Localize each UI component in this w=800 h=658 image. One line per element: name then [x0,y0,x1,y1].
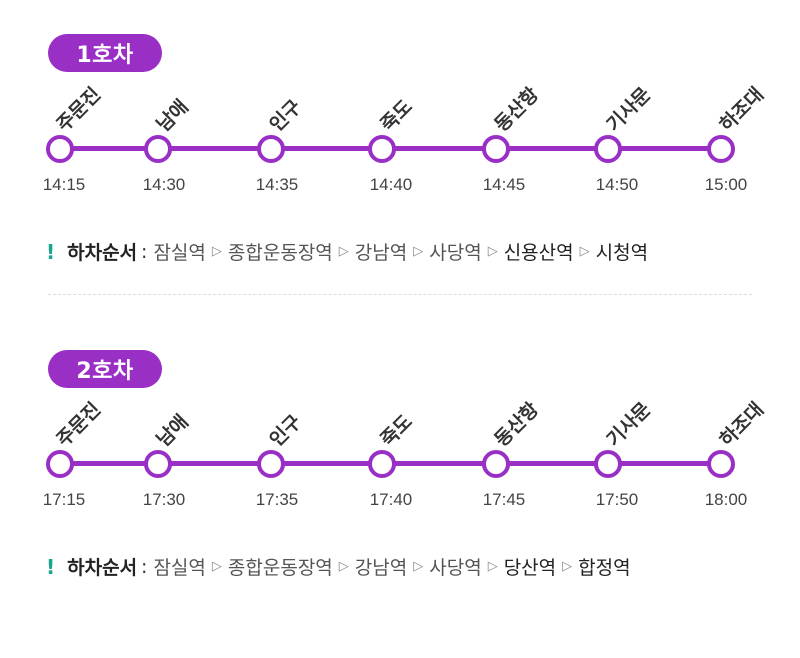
dropoff-colon: : [141,240,148,263]
car-2-stop-marker[interactable] [46,450,74,478]
car-1-stop-time: 14:40 [369,175,413,194]
car-2-stop-time: 17:40 [369,490,413,509]
car-1-stop-marker[interactable] [482,135,510,163]
section-divider [48,294,752,295]
exclamation-icon: ! [46,239,56,264]
car-2-stop-marker[interactable] [707,450,735,478]
triangle-right-icon: ▷ [413,559,424,574]
dropoff-station: 신용산역 [503,242,574,264]
car-1-stop-name: 동산항 [490,83,544,136]
car-1-stop-time: 14:50 [595,175,639,194]
car-2-stop-time: 17:50 [595,490,639,509]
dropoff-station: 잠실역 [153,242,206,264]
triangle-right-icon: ▷ [579,244,590,259]
dropoff-station: 합정역 [578,557,631,579]
car-2-stop-marker[interactable] [368,450,396,478]
dropoff-colon: : [141,555,148,578]
car-2-stop-time: 17:45 [482,490,526,509]
dropoff-station: 사당역 [429,557,482,579]
car-1-badge: 1호차 [48,34,162,72]
car-2-stop-time: 18:00 [704,490,748,509]
car-2-stop-time: 17:30 [142,490,186,509]
triangle-right-icon: ▷ [338,244,349,259]
car-1-stop-time: 14:15 [42,175,86,194]
car-2-stop-time: 17:35 [255,490,299,509]
car-1-stop-time: 15:00 [704,175,748,194]
triangle-right-icon: ▷ [413,244,424,259]
dropoff-station: 종합운동장역 [227,242,333,264]
car-1-stop-time: 14:30 [142,175,186,194]
car-1-stop-time: 14:45 [482,175,526,194]
car-1-stop-marker[interactable] [257,135,285,163]
car-2-stop-marker[interactable] [482,450,510,478]
dropoff-station: 강남역 [354,557,408,579]
dropoff-station: 강남역 [354,242,408,264]
triangle-right-icon: ▷ [487,244,498,259]
car-1-stop-marker[interactable] [368,135,396,163]
car-2-badge: 2호차 [48,350,162,388]
car-1-dropoff-order: ! 하차순서 : 잠실역 ▷ 종합운동장역 ▷ 강남역 ▷ 사당역 ▷ 신용산역… [46,238,648,265]
car-1-stop-marker[interactable] [46,135,74,163]
car-1-stop-marker[interactable] [594,135,622,163]
car-1-stop-time: 14:35 [255,175,299,194]
car-1-stop-marker[interactable] [144,135,172,163]
car-1-stop-name: 하조대 [715,83,769,136]
car-2-stop-name: 기사문 [602,398,656,451]
car-2-stop-marker[interactable] [257,450,285,478]
car-2-stop-marker[interactable] [594,450,622,478]
car-2-stop-name: 주문진 [52,398,106,451]
car-2-stop-name: 인구 [265,410,306,451]
car-1-stop-name: 기사문 [602,83,656,136]
dropoff-station: 종합운동장역 [227,557,333,579]
car-2-stop-name: 죽도 [376,410,417,451]
triangle-right-icon: ▷ [211,559,222,574]
car-2-stop-name: 동산항 [490,398,544,451]
triangle-right-icon: ▷ [487,559,498,574]
dropoff-station: 잠실역 [153,557,206,579]
dropoff-station: 사당역 [429,242,482,264]
dropoff-station: 당산역 [503,557,557,579]
car-1-stop-name: 남애 [152,95,193,136]
triangle-right-icon: ▷ [562,559,573,574]
car-1-stop-name: 주문진 [52,83,106,136]
car-2-stop-name: 남애 [152,410,193,451]
car-1-stop-marker[interactable] [707,135,735,163]
dropoff-label: 하차순서 [67,557,138,579]
car-2-stop-name: 하조대 [715,398,769,451]
car-2-stop-time: 17:15 [42,490,86,509]
car-1-stop-name: 죽도 [376,95,417,136]
triangle-right-icon: ▷ [211,244,222,259]
car-1-stop-name: 인구 [265,95,306,136]
car-1-section: 1호차 주문진 남애 인구 죽도 동산항 기사문 하조대 14:15 14:30… [0,0,800,300]
car-2-section: 2호차 주문진 남애 인구 죽도 동산항 기사문 하조대 17:15 17:30… [0,315,800,615]
exclamation-icon: ! [46,554,56,579]
car-2-dropoff-order: ! 하차순서 : 잠실역 ▷ 종합운동장역 ▷ 강남역 ▷ 사당역 ▷ 당산역 … [46,553,631,580]
triangle-right-icon: ▷ [338,559,349,574]
dropoff-label: 하차순서 [67,242,138,264]
dropoff-station: 시청역 [595,242,649,264]
car-2-stop-marker[interactable] [144,450,172,478]
